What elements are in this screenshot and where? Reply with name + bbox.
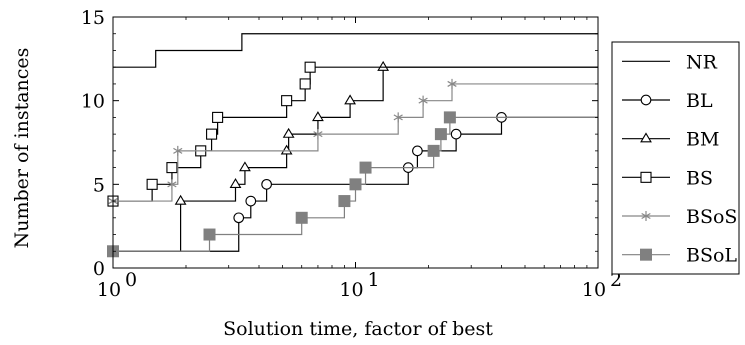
data-point-bm (344, 94, 357, 105)
data-point-bsos (173, 145, 183, 156)
x-tick-label: 10 (97, 279, 121, 301)
legend-marker (640, 132, 652, 143)
data-point-bl (450, 128, 462, 140)
x-tick-exponent: 0 (125, 269, 137, 291)
legend-entry-bl: BL (622, 90, 713, 112)
data-point-bsol (203, 228, 216, 241)
y-tick-label: 15 (81, 7, 105, 29)
series-line-bm (113, 66, 598, 252)
data-point-bsos (393, 112, 403, 123)
data-point-bm (229, 178, 242, 189)
data-point-bm (282, 127, 295, 138)
data-point-bsol (359, 161, 372, 174)
legend-entry-bm: BM (622, 129, 719, 151)
data-point-bm (280, 144, 293, 155)
legend-label: BSoL (686, 245, 737, 267)
data-point-bm (239, 161, 251, 172)
data-point-bs (146, 178, 158, 190)
data-point-bsos (447, 78, 457, 89)
data-point-bsos (418, 95, 428, 106)
legend-entry-nr: NR (622, 51, 718, 73)
series-layer (107, 33, 598, 258)
data-point-bs (212, 111, 224, 123)
legend-entry-bsos: BSoS (622, 206, 737, 228)
legend-marker (640, 248, 652, 261)
data-point-bsol (295, 211, 308, 224)
series-bl (107, 112, 598, 257)
series-bm (107, 60, 598, 255)
legend-label: BS (686, 167, 713, 189)
data-point-bl (261, 178, 272, 190)
legend-marker (640, 94, 652, 106)
data-point-bm (377, 60, 390, 71)
data-point-bm (312, 111, 324, 122)
legend-marker (640, 171, 652, 183)
legend-label: BSoS (686, 206, 737, 228)
series-line-bl (113, 116, 598, 252)
data-point-bl (412, 145, 423, 157)
legend-label: NR (686, 51, 718, 73)
legend-entry-bs: BS (622, 167, 713, 189)
data-point-bl (245, 195, 257, 207)
data-point-bm (174, 194, 187, 205)
data-point-bs (166, 162, 178, 174)
legend-label: BL (686, 90, 713, 112)
plot-frame (112, 16, 599, 269)
series-line-nr (113, 33, 598, 68)
data-point-bsol (434, 128, 447, 141)
data-point-bsos (313, 129, 323, 140)
data-point-bs (304, 61, 316, 73)
data-point-bsol (427, 144, 440, 157)
data-point-bs (281, 95, 293, 107)
legend-box (611, 41, 740, 275)
y-tick-label: 5 (93, 174, 105, 196)
data-point-bs (299, 78, 311, 90)
data-point-bl (233, 212, 245, 224)
legend-label: BM (686, 129, 719, 151)
data-point-bsol (349, 178, 362, 191)
y-tick-label: 0 (93, 258, 105, 280)
x-tick-label: 10 (339, 279, 363, 301)
legend-entry-bsol: BSoL (622, 245, 737, 267)
data-point-bsos (167, 179, 177, 190)
data-point-bsol (443, 111, 456, 124)
data-point-bs (206, 128, 218, 140)
series-nr (113, 33, 598, 68)
y-axis-label: Number of instances (11, 48, 33, 249)
x-tick-label: 10 (582, 279, 606, 301)
x-tick-exponent: 1 (368, 269, 380, 291)
data-point-bsol (338, 195, 351, 208)
legend-marker (641, 211, 651, 221)
legend: NR BL BM BS BSoS BSoL (611, 41, 740, 275)
x-axis-label: Solution time, factor of best (223, 318, 493, 340)
y-tick-label: 10 (81, 91, 105, 113)
